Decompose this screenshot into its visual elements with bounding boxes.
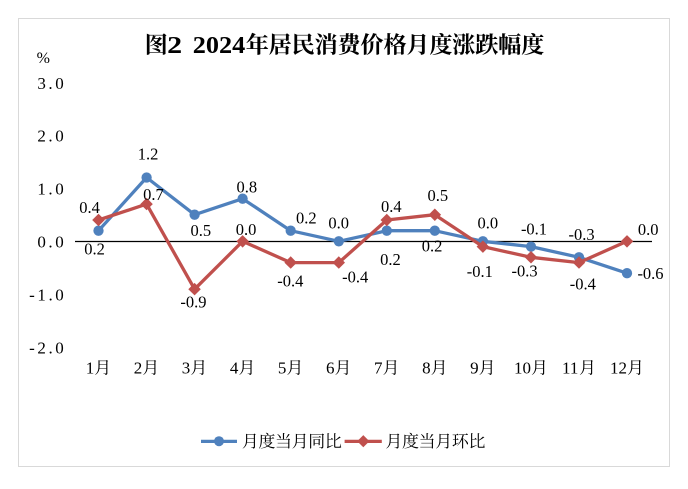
svg-text:0.0: 0.0 [477, 214, 498, 233]
svg-text:10: 10 [514, 359, 531, 378]
svg-text:-0.9: -0.9 [180, 293, 206, 312]
svg-text:-0.4: -0.4 [570, 274, 596, 293]
svg-text:9: 9 [470, 359, 479, 378]
svg-text:1: 1 [86, 359, 95, 378]
svg-text:2: 2 [167, 33, 182, 59]
svg-text:-1.0: -1.0 [29, 285, 66, 304]
svg-text:0.5: 0.5 [190, 221, 211, 240]
svg-text:-0.3: -0.3 [512, 261, 538, 280]
svg-text:2024: 2024 [193, 33, 246, 59]
svg-text:1.0: 1.0 [37, 180, 66, 199]
svg-text:-0.3: -0.3 [569, 225, 595, 244]
svg-text:-0.1: -0.1 [521, 220, 547, 239]
svg-text:8: 8 [422, 359, 431, 378]
svg-text:0.0: 0.0 [37, 233, 66, 252]
svg-text:1.2: 1.2 [138, 145, 159, 164]
svg-text:4: 4 [230, 359, 239, 378]
svg-text:5: 5 [278, 359, 287, 378]
svg-text:-0.6: -0.6 [637, 264, 663, 283]
svg-text:7: 7 [374, 359, 383, 378]
svg-text:0.2: 0.2 [422, 236, 443, 255]
svg-text:2.0: 2.0 [37, 127, 66, 146]
svg-text:0.0: 0.0 [236, 220, 257, 239]
svg-text:-0.4: -0.4 [277, 271, 303, 290]
svg-text:6: 6 [326, 359, 335, 378]
svg-text:0.8: 0.8 [236, 178, 257, 197]
svg-text:11: 11 [562, 359, 578, 378]
svg-text:0.7: 0.7 [143, 185, 164, 204]
svg-text:0.0: 0.0 [638, 220, 659, 239]
svg-text:3.0: 3.0 [37, 74, 66, 93]
svg-text:-0.1: -0.1 [467, 262, 493, 281]
svg-text:0.5: 0.5 [427, 186, 448, 205]
svg-text:12: 12 [610, 359, 627, 378]
svg-text:-2.0: -2.0 [29, 338, 66, 357]
svg-text:3: 3 [182, 359, 191, 378]
svg-text:0.0: 0.0 [328, 214, 349, 233]
svg-text:0.2: 0.2 [296, 209, 317, 228]
svg-text:0.2: 0.2 [380, 250, 401, 269]
svg-text:%: % [37, 50, 50, 67]
svg-text:2: 2 [134, 359, 143, 378]
svg-text:0.4: 0.4 [79, 198, 100, 217]
svg-text:-0.4: -0.4 [342, 267, 368, 286]
svg-text:0.2: 0.2 [84, 240, 105, 259]
svg-text:0.4: 0.4 [381, 197, 402, 216]
